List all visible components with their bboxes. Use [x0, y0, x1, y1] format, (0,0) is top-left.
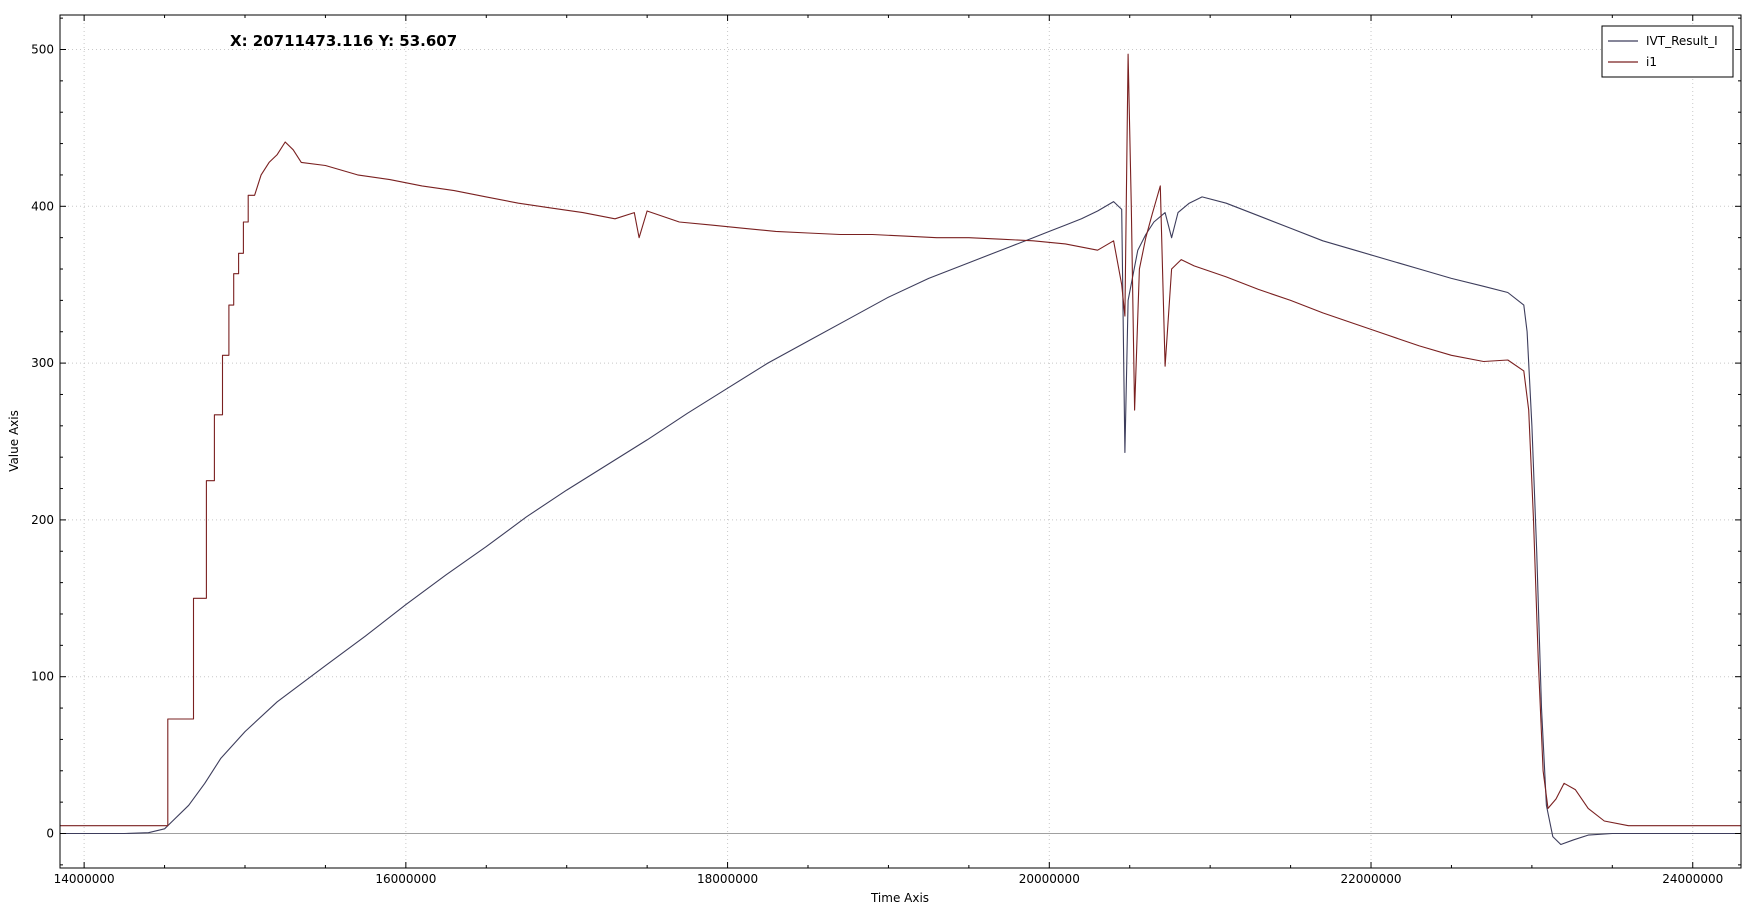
y-axis-title: Value Axis [7, 410, 21, 472]
series-line-i1 [60, 53, 1741, 827]
y-tick-label: 100 [31, 670, 54, 684]
plot-frame [59, 14, 1742, 869]
x-tick-label: 24000000 [1662, 872, 1723, 886]
x-axis-title: Time Axis [870, 891, 929, 905]
x-tick-label: 18000000 [697, 872, 758, 886]
y-tick-label: 0 [46, 827, 54, 841]
legend: IVT_Result_I i1 [1601, 25, 1734, 78]
legend-box [1601, 25, 1734, 78]
y-tick-label: 200 [31, 513, 54, 527]
x-tick-label: 16000000 [375, 872, 436, 886]
grid [60, 15, 1741, 868]
x-tick-label: 20000000 [1019, 872, 1080, 886]
y-tick-label: 400 [31, 199, 54, 213]
series-line-ivt-result-i [60, 196, 1741, 846]
x-tick-label: 14000000 [54, 872, 115, 886]
legend-label-i1: i1 [1646, 55, 1657, 69]
x-tick-label: 22000000 [1340, 872, 1401, 886]
cursor-readout: X: 20711473.116 Y: 53.607 [230, 32, 457, 50]
y-tick-label: 500 [31, 42, 54, 56]
axis-ticks [60, 15, 1741, 868]
tick-labels: 14000000 16000000 18000000 20000000 22000000… [31, 42, 1723, 886]
y-tick-label: 300 [31, 356, 54, 370]
series-group [60, 53, 1741, 846]
legend-label-ivt-result-i: IVT_Result_I [1646, 34, 1718, 48]
